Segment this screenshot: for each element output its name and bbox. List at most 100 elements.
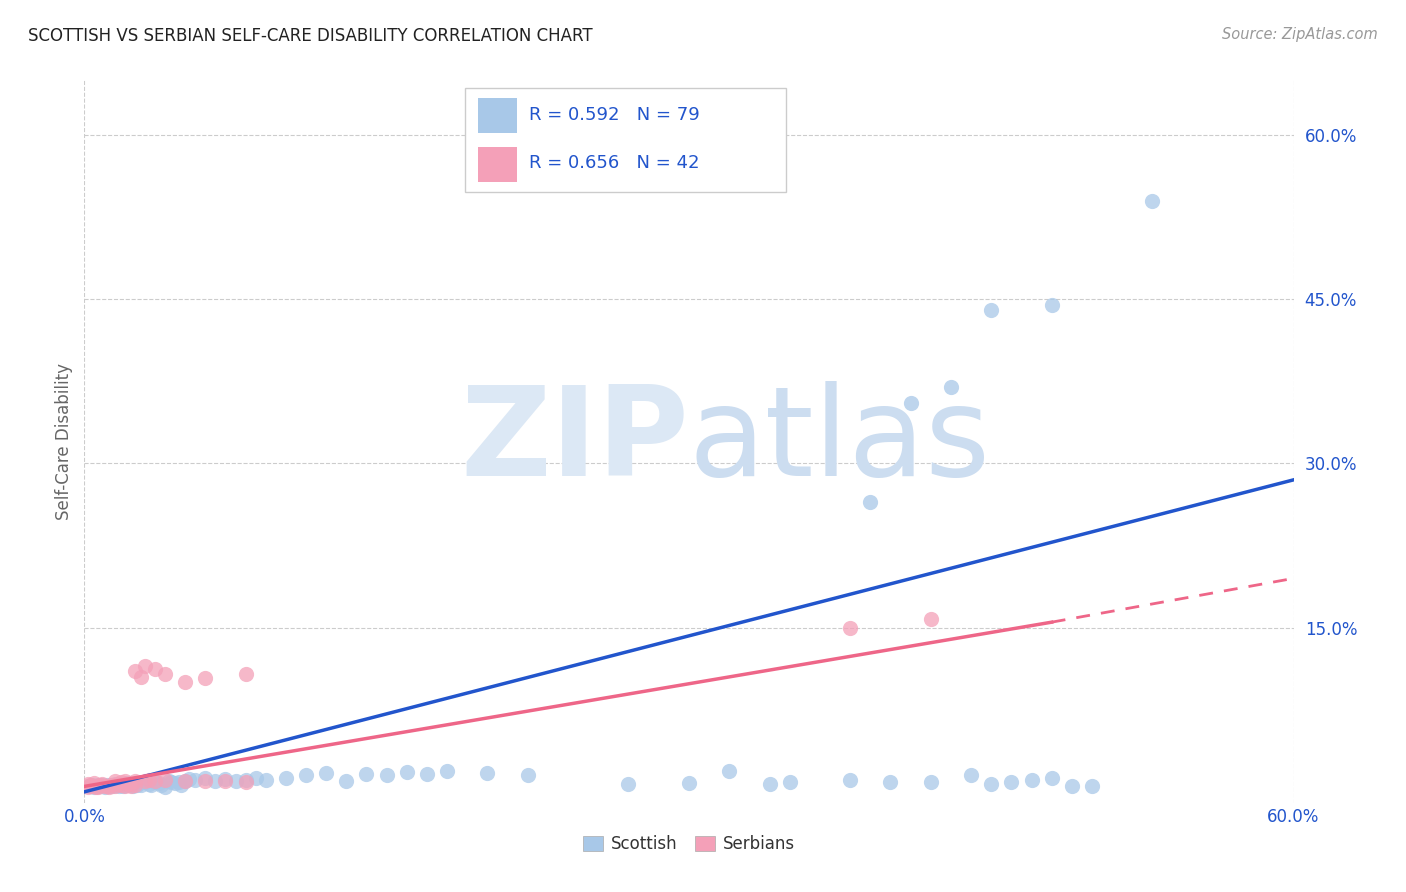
Point [477, 766, 499, 780]
Point [167, 775, 190, 789]
Text: ZIP: ZIP [460, 381, 689, 502]
Point [194, 671, 217, 685]
Point [758, 777, 780, 791]
Point [839, 621, 862, 635]
Point [82, 780, 104, 794]
Point [110, 777, 132, 791]
Point [214, 772, 236, 786]
Point [104, 773, 127, 788]
Point [115, 776, 138, 790]
Point [617, 777, 640, 791]
Point [1142, 194, 1164, 208]
Point [1000, 775, 1022, 789]
Point [194, 773, 217, 788]
Point [105, 778, 128, 792]
Point [165, 776, 187, 790]
Point [129, 670, 152, 684]
Point [153, 780, 176, 795]
Point [89, 780, 111, 794]
Point [83, 780, 105, 795]
Point [148, 776, 170, 790]
Point [295, 768, 318, 782]
Point [1040, 771, 1063, 785]
Point [105, 777, 128, 791]
Point [114, 778, 136, 792]
Point [980, 777, 1002, 791]
Point [86, 780, 108, 795]
Point [149, 778, 172, 792]
Point [274, 771, 297, 785]
Point [118, 778, 141, 792]
Point [235, 775, 257, 789]
Point [96, 780, 118, 794]
Point [516, 768, 538, 782]
Point [436, 764, 458, 778]
Point [79, 778, 101, 792]
Point [77, 780, 100, 795]
Point [138, 777, 160, 791]
Point [416, 767, 439, 781]
Point [356, 767, 378, 781]
Point [157, 773, 180, 788]
Point [315, 766, 337, 780]
Point [335, 773, 357, 788]
Point [143, 662, 166, 676]
Point [121, 780, 143, 794]
Point [77, 780, 100, 794]
Point [859, 494, 882, 508]
Point [101, 780, 124, 794]
Point [97, 780, 120, 795]
Point [79, 780, 101, 794]
Point [107, 780, 129, 794]
Point [179, 772, 201, 786]
Point [143, 773, 166, 788]
Point [124, 778, 146, 792]
Point [110, 775, 132, 789]
Point [96, 778, 118, 792]
Point [86, 780, 108, 794]
Point [174, 773, 197, 788]
Point [1040, 298, 1063, 312]
Point [153, 666, 176, 681]
Point [235, 666, 257, 681]
Point [97, 780, 120, 794]
Point [160, 775, 183, 789]
Point [82, 778, 104, 792]
Point [125, 778, 148, 792]
Point [879, 775, 901, 789]
Point [375, 768, 398, 782]
Point [920, 775, 942, 789]
Point [170, 778, 193, 792]
Point [110, 778, 132, 792]
Point [83, 776, 105, 790]
Point [134, 775, 156, 789]
Point [124, 777, 146, 791]
Point [124, 773, 146, 788]
Point [104, 777, 127, 791]
Point [174, 773, 197, 788]
Point [120, 777, 142, 791]
Text: SCOTTISH VS SERBIAN SELF-CARE DISABILITY CORRELATION CHART: SCOTTISH VS SERBIAN SELF-CARE DISABILITY… [28, 27, 593, 45]
Point [91, 778, 114, 792]
Point [920, 612, 942, 626]
Point [120, 780, 142, 794]
Point [254, 772, 277, 787]
Text: atlas: atlas [689, 381, 991, 502]
Point [900, 396, 922, 410]
Point [128, 776, 150, 790]
Point [194, 771, 217, 785]
Y-axis label: Self-Care Disability: Self-Care Disability [55, 363, 73, 520]
Text: Source: ZipAtlas.com: Source: ZipAtlas.com [1222, 27, 1378, 42]
Point [118, 777, 141, 791]
Point [114, 780, 136, 794]
Point [124, 665, 146, 679]
Point [839, 772, 862, 787]
Point [225, 773, 247, 788]
Point [718, 764, 741, 778]
Point [980, 303, 1002, 318]
Point [93, 780, 115, 794]
Point [235, 772, 257, 787]
Point [678, 776, 700, 790]
Point [174, 675, 197, 690]
Point [960, 768, 983, 782]
